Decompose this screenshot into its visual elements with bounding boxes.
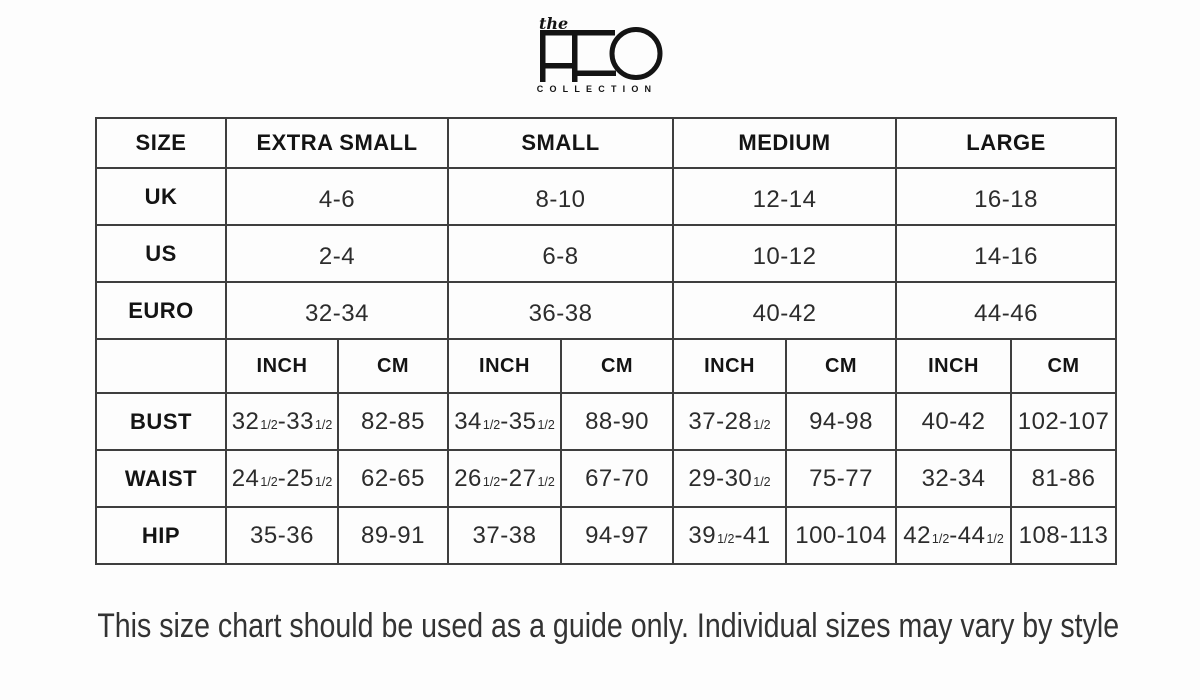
waist-s-inch-value: 261/2-271/2: [447, 449, 562, 508]
logo-collection-label: COLLECTION: [537, 84, 658, 94]
euro-row: EURO 32-34 36-38 40-42 44-46: [95, 281, 1118, 340]
size-chart-table: SIZE EXTRA SMALL SMALL MEDIUM LARGE UK 4…: [95, 117, 1118, 565]
unit-header-inch: INCH: [447, 338, 562, 394]
waist-m-cm-value: 75-77: [785, 449, 898, 508]
unit-row-empty-cell: [95, 338, 227, 394]
bust-row: BUST 321/2-331/2 82-85 341/2-351/2 88-90…: [95, 392, 1118, 451]
us-row: US 2-4 6-8 10-12 14-16: [95, 224, 1118, 283]
size-header-label: SIZE: [95, 117, 227, 169]
column-header-large: LARGE: [895, 117, 1118, 169]
bust-m-inch-value: 37-281/2: [672, 392, 788, 451]
us-small-value: 6-8: [446, 224, 675, 283]
row-label-hip: HIP: [95, 506, 227, 565]
unit-header-row: INCH CM INCH CM INCH CM INCH CM: [95, 338, 1118, 394]
hip-l-cm-value: 108-113: [1010, 506, 1118, 565]
waist-xs-cm-value: 62-65: [337, 449, 449, 508]
us-medium-value: 10-12: [672, 224, 898, 283]
row-label-uk: UK: [95, 167, 227, 226]
guide-disclaimer: This size chart should be used as a guid…: [0, 606, 1200, 647]
unit-header-inch: INCH: [895, 338, 1013, 394]
row-label-bust: BUST: [95, 392, 227, 451]
hip-m-cm-value: 100-104: [785, 506, 898, 565]
bust-xs-cm-value: 82-85: [337, 392, 449, 451]
unit-header-cm: CM: [559, 338, 675, 394]
hip-m-inch-value: 391/2-41: [672, 506, 788, 565]
logo-fe-letterforms: [540, 30, 616, 82]
hip-s-inch-value: 37-38: [447, 506, 562, 565]
bust-l-cm-value: 102-107: [1010, 392, 1118, 451]
bust-m-cm-value: 94-98: [785, 392, 898, 451]
bust-xs-inch-value: 321/2-331/2: [225, 392, 339, 451]
brand-logo: the COLLECTION: [0, 16, 1200, 98]
waist-s-cm-value: 67-70: [559, 449, 675, 508]
euro-medium-value: 40-42: [672, 281, 898, 340]
waist-m-inch-value: 29-301/2: [672, 449, 788, 508]
us-extra-small-value: 2-4: [225, 224, 449, 283]
hip-row: HIP 35-36 89-91 37-38 94-97 391/2-41 100…: [95, 506, 1118, 565]
bust-s-cm-value: 88-90: [559, 392, 675, 451]
row-label-us: US: [95, 224, 227, 283]
header-row: SIZE EXTRA SMALL SMALL MEDIUM LARGE: [95, 117, 1118, 169]
waist-xs-inch-value: 241/2-251/2: [225, 449, 339, 508]
guide-disclaimer-text: This size chart should be used as a guid…: [97, 607, 1120, 645]
row-label-euro: EURO: [95, 281, 227, 340]
waist-row: WAIST 241/2-251/2 62-65 261/2-271/2 67-7…: [95, 449, 1118, 508]
euro-large-value: 44-46: [895, 281, 1118, 340]
unit-header-inch: INCH: [672, 338, 788, 394]
us-large-value: 14-16: [895, 224, 1118, 283]
waist-l-inch-value: 32-34: [895, 449, 1013, 508]
hip-s-cm-value: 94-97: [559, 506, 675, 565]
unit-header-inch: INCH: [225, 338, 339, 394]
column-header-extra-small: EXTRA SMALL: [225, 117, 449, 169]
waist-l-cm-value: 81-86: [1010, 449, 1118, 508]
euro-small-value: 36-38: [446, 281, 675, 340]
uk-medium-value: 12-14: [672, 167, 898, 226]
bust-l-inch-value: 40-42: [895, 392, 1013, 451]
uk-row: UK 4-6 8-10 12-14 16-18: [95, 167, 1118, 226]
uk-large-value: 16-18: [895, 167, 1118, 226]
hip-xs-cm-value: 89-91: [337, 506, 449, 565]
feo-logo-graphic: the COLLECTION: [537, 16, 663, 94]
uk-small-value: 8-10: [446, 167, 675, 226]
column-header-small: SMALL: [446, 117, 675, 169]
unit-header-cm: CM: [785, 338, 898, 394]
hip-l-inch-value: 421/2-441/2: [895, 506, 1013, 565]
euro-extra-small-value: 32-34: [225, 281, 449, 340]
bust-s-inch-value: 341/2-351/2: [447, 392, 562, 451]
logo-the-script: the: [539, 16, 568, 33]
unit-header-cm: CM: [337, 338, 449, 394]
uk-extra-small-value: 4-6: [225, 167, 449, 226]
column-header-medium: MEDIUM: [672, 117, 898, 169]
row-label-waist: WAIST: [95, 449, 227, 508]
unit-header-cm: CM: [1010, 338, 1118, 394]
hip-xs-inch-value: 35-36: [225, 506, 339, 565]
logo-o-circle-icon: [609, 27, 663, 80]
